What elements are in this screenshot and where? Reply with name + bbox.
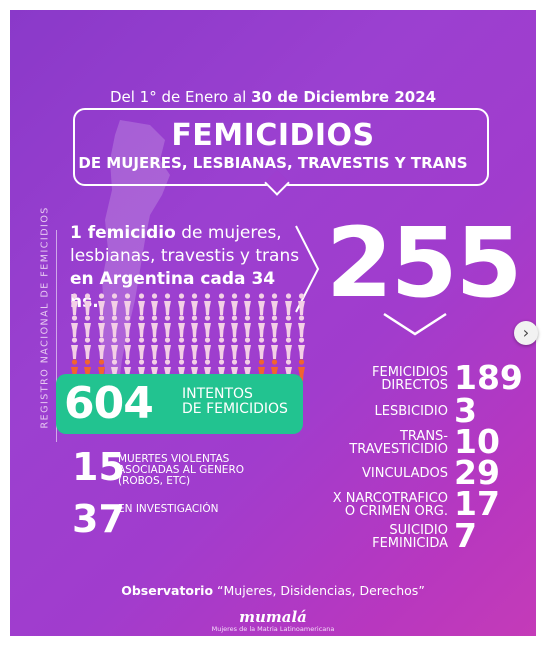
person-icon xyxy=(271,315,279,337)
pictogram-row xyxy=(70,337,306,359)
person-icon xyxy=(284,293,292,315)
person-icon xyxy=(204,315,212,337)
person-icon xyxy=(297,337,305,359)
person-icon xyxy=(257,293,265,315)
stat-femicidios-directos: FEMICIDIOS DIRECTOS 189 xyxy=(372,358,523,397)
person-icon xyxy=(177,337,185,359)
person-icon xyxy=(231,315,239,337)
violent-deaths-number: 15 xyxy=(72,445,125,489)
person-icon xyxy=(84,337,92,359)
person-icon xyxy=(271,337,279,359)
person-icon xyxy=(177,315,185,337)
footer-credit: Observatorio “Mujeres, Disidencias, Dere… xyxy=(121,583,425,598)
stat-narcotrafico: X NARCOTRAFICO O CRIMEN ORG. 17 xyxy=(332,484,500,523)
person-icon xyxy=(217,293,225,315)
person-icon xyxy=(124,337,132,359)
person-icon xyxy=(164,315,172,337)
pictogram-row xyxy=(70,315,306,337)
person-icon xyxy=(271,293,279,315)
person-icon xyxy=(151,293,159,315)
person-icon xyxy=(137,315,145,337)
person-icon xyxy=(151,315,159,337)
person-icon xyxy=(257,315,265,337)
person-icon xyxy=(124,315,132,337)
person-icon xyxy=(217,315,225,337)
person-icon xyxy=(204,293,212,315)
divider-line xyxy=(56,230,57,442)
person-icon xyxy=(244,293,252,315)
person-icon xyxy=(231,337,239,359)
person-icon xyxy=(137,293,145,315)
person-icon xyxy=(244,315,252,337)
attempts-number: 604 xyxy=(64,378,154,429)
person-icon xyxy=(124,293,132,315)
person-icon xyxy=(191,337,199,359)
under-investigation-number: 37 xyxy=(72,497,125,541)
mumala-logo: mumalá xyxy=(239,608,307,626)
stat-lesbicidio: LESBICIDIO 3 xyxy=(374,391,477,430)
attempts-panel: 604 INTENTOS DE FEMICIDIOS xyxy=(56,374,303,434)
argentina-map-icon xyxy=(100,120,170,415)
person-icon xyxy=(111,337,119,359)
person-icon xyxy=(231,293,239,315)
person-icon xyxy=(84,315,92,337)
chevron-right-icon: › xyxy=(522,323,530,342)
person-icon xyxy=(217,337,225,359)
person-icon xyxy=(137,337,145,359)
person-icon xyxy=(111,293,119,315)
person-icon xyxy=(84,293,92,315)
stat-transtravesticidio: TRANS- TRAVESTICIDIO 10 xyxy=(349,422,500,461)
person-icon xyxy=(71,315,78,337)
person-icon xyxy=(97,315,105,337)
person-icon xyxy=(164,337,172,359)
under-investigation-label: EN INVESTIGACIÓN xyxy=(118,503,219,515)
person-icon xyxy=(191,293,199,315)
attempts-label: INTENTOS DE FEMICIDIOS xyxy=(182,386,288,417)
person-icon xyxy=(284,337,292,359)
people-pictogram xyxy=(70,293,306,381)
person-icon xyxy=(97,293,105,315)
person-icon xyxy=(204,337,212,359)
person-icon xyxy=(177,293,185,315)
person-icon xyxy=(244,337,252,359)
carousel-next-button[interactable]: › xyxy=(514,321,538,345)
person-icon xyxy=(164,293,172,315)
person-icon xyxy=(297,293,305,315)
stat-vinculados: VINCULADOS 29 xyxy=(362,453,500,492)
person-icon xyxy=(71,337,78,359)
violent-deaths-label: MUERTES VIOLENTAS ASOCIADAS AL GENERO (R… xyxy=(118,453,244,487)
date-range: Del 1° de Enero al 30 de Diciembre 2024 xyxy=(109,88,437,106)
stat-suicidio-feminicida: SUICIDIO FEMINICIDA 7 xyxy=(372,516,477,555)
chevron-down-icon xyxy=(383,312,447,336)
rate-statement: 1 femicidio de mujeres, lesbianas, trave… xyxy=(70,223,300,312)
main-subtitle: DE MUJERES, LESBIANAS, TRAVESTIS Y TRANS xyxy=(78,154,468,172)
person-icon xyxy=(111,315,119,337)
main-title: FEMICIDIOS xyxy=(171,118,375,153)
person-icon xyxy=(297,315,305,337)
logo-tagline: Mujeres de la Matria Latinoamericana xyxy=(211,625,335,633)
person-icon xyxy=(97,337,105,359)
person-icon xyxy=(151,337,159,359)
total-femicides: 255 xyxy=(326,207,522,319)
person-icon xyxy=(284,315,292,337)
person-icon xyxy=(71,293,78,315)
infographic: Del 1° de Enero al 30 de Diciembre 2024 … xyxy=(10,10,536,636)
side-label: REGISTRO NACIONAL DE FEMICIDIOS xyxy=(39,206,51,429)
person-icon xyxy=(191,315,199,337)
pictogram-row xyxy=(70,293,306,315)
person-icon xyxy=(257,337,265,359)
